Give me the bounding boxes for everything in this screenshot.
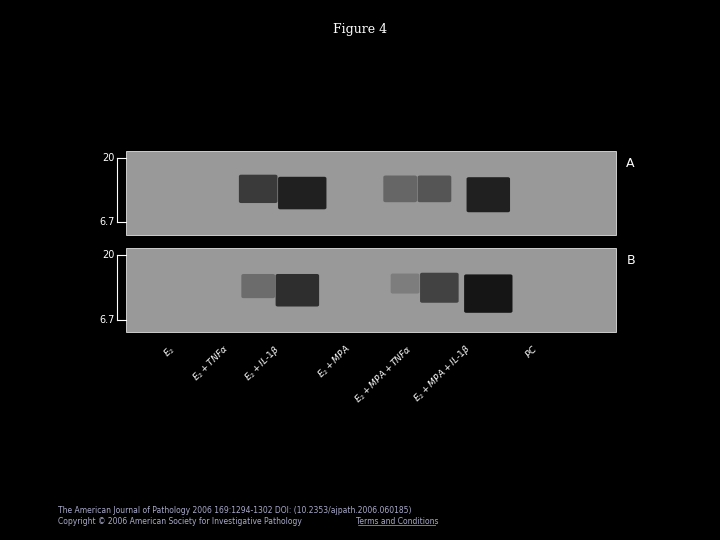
Text: $E_2 + TNF\alpha$: $E_2 + TNF\alpha$: [190, 343, 231, 384]
Text: A: A: [626, 157, 635, 170]
FancyBboxPatch shape: [420, 273, 459, 303]
FancyBboxPatch shape: [241, 274, 275, 298]
FancyBboxPatch shape: [467, 177, 510, 212]
Text: $E_2$: $E_2$: [161, 343, 177, 360]
FancyBboxPatch shape: [464, 274, 513, 313]
Text: $E_2 + IL$-$1\beta$: $E_2 + IL$-$1\beta$: [242, 343, 283, 384]
FancyBboxPatch shape: [239, 175, 277, 203]
Bar: [126, 248, 616, 332]
FancyBboxPatch shape: [391, 274, 420, 294]
Text: 20: 20: [102, 153, 114, 163]
Text: 20: 20: [102, 250, 114, 260]
Text: 6.7: 6.7: [99, 217, 114, 227]
Text: Figure 4: Figure 4: [333, 23, 387, 36]
Text: $E_2 + MPA + IL$-$1\beta$: $E_2 + MPA + IL$-$1\beta$: [411, 343, 474, 406]
Text: Copyright © 2006 American Society for Investigative Pathology: Copyright © 2006 American Society for In…: [58, 517, 304, 525]
Text: Terms and Conditions: Terms and Conditions: [356, 517, 438, 525]
Text: 6.7: 6.7: [99, 314, 114, 325]
Text: $E_2 + MPA$: $E_2 + MPA$: [315, 343, 354, 381]
FancyBboxPatch shape: [383, 176, 417, 202]
Bar: [126, 151, 616, 235]
FancyBboxPatch shape: [278, 177, 326, 210]
Text: $E_2 + MPA + TNF\alpha$: $E_2 + MPA + TNF\alpha$: [352, 343, 415, 406]
FancyBboxPatch shape: [418, 176, 451, 202]
Text: B: B: [626, 254, 635, 267]
FancyBboxPatch shape: [276, 274, 319, 307]
Text: The American Journal of Pathology 2006 169:1294-1302 DOI: (10.2353/ajpath.2006.0: The American Journal of Pathology 2006 1…: [58, 506, 411, 515]
Text: $PC$: $PC$: [522, 343, 540, 360]
